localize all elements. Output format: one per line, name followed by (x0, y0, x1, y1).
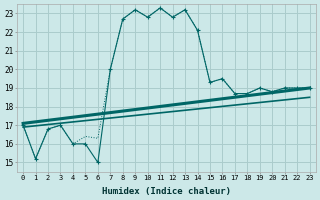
X-axis label: Humidex (Indice chaleur): Humidex (Indice chaleur) (102, 187, 231, 196)
